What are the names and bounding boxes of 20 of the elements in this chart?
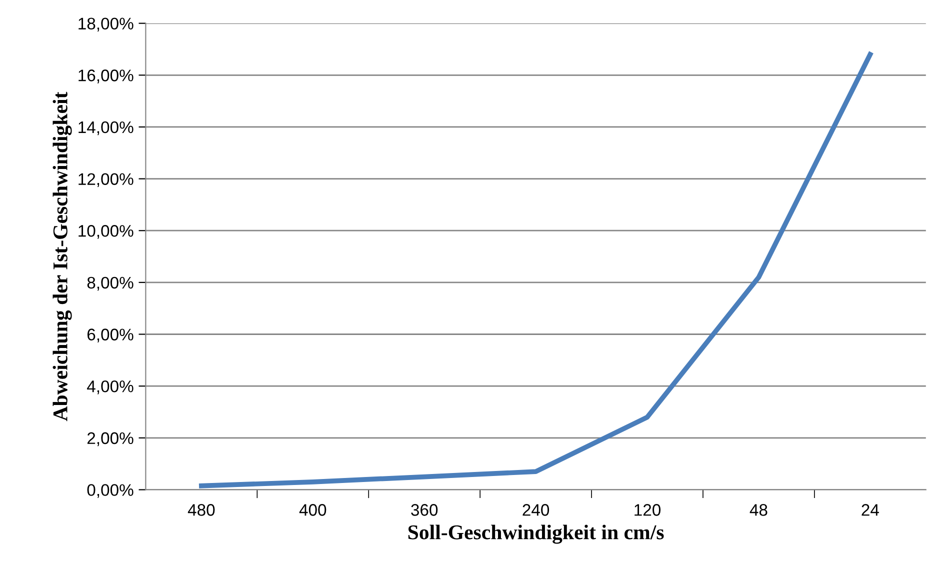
- y-tick-label: 8,00%: [87, 276, 134, 291]
- x-tick-label: 400: [299, 504, 326, 516]
- x-tick-label: 120: [634, 504, 661, 516]
- y-tick-label: 10,00%: [78, 225, 134, 239]
- y-axis-title: Abweichung der Ist-Geschwindigkeit: [52, 92, 72, 422]
- y-tick-label: 14,00%: [78, 121, 134, 136]
- y-tick-label: 2,00%: [87, 432, 134, 446]
- y-tick-label: 0,00%: [87, 484, 134, 498]
- line-series: [199, 52, 873, 488]
- y-tick-label: 16,00%: [78, 70, 134, 84]
- x-tick-label: 240: [522, 504, 550, 516]
- x-tick-label: 480: [188, 504, 215, 516]
- y-tick-label: 6,00%: [87, 328, 134, 342]
- x-tick-label: 48: [750, 504, 768, 516]
- y-tick-label: 12,00%: [78, 173, 134, 187]
- x-axis-title: Soll-Geschwindigkeit in cm/s: [408, 524, 664, 544]
- x-tick-label: 24: [862, 504, 879, 516]
- y-tick-label: 18,00%: [78, 18, 134, 32]
- x-tick-label: 360: [411, 504, 438, 516]
- y-tick-label: 4,00%: [87, 380, 134, 394]
